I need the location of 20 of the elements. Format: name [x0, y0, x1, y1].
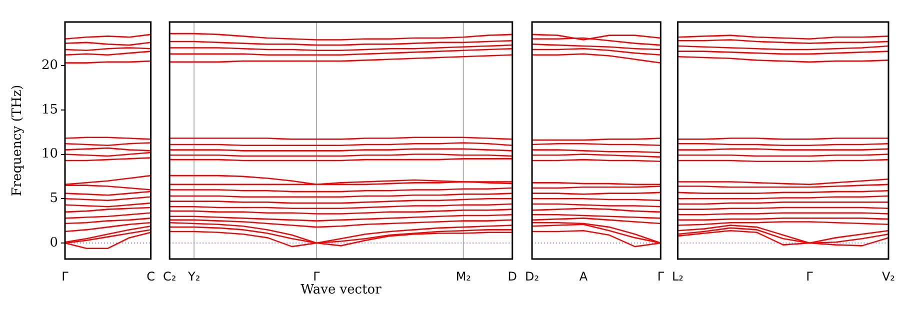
x-tick-label: L₂: [672, 269, 684, 284]
x-tick-label: D: [508, 269, 518, 284]
x-tick-label: V₂: [882, 269, 896, 284]
x-tick-label: Γ: [62, 269, 69, 284]
x-tick-label: C₂: [162, 269, 176, 284]
x-tick-label: Γ: [806, 269, 814, 284]
x-tick-label: D₂: [524, 269, 540, 284]
x-tick-label: C: [146, 269, 156, 284]
x-axis-title: Wave vector: [300, 282, 382, 298]
x-tick-label: Γ: [313, 269, 320, 284]
y-tick-label: 10: [41, 146, 58, 162]
x-tick-label: Γ: [657, 269, 664, 284]
x-tick-label: M₂: [456, 269, 472, 284]
x-tick-label: A: [579, 269, 588, 284]
y-axis-title: Frequency (THz): [10, 84, 26, 196]
y-tick-label: 5: [50, 191, 58, 206]
y-tick-label: 15: [41, 102, 58, 118]
y-tick-label: 20: [41, 58, 58, 73]
x-tick-label: Y₂: [187, 269, 200, 284]
y-tick-label: 0: [50, 235, 58, 250]
